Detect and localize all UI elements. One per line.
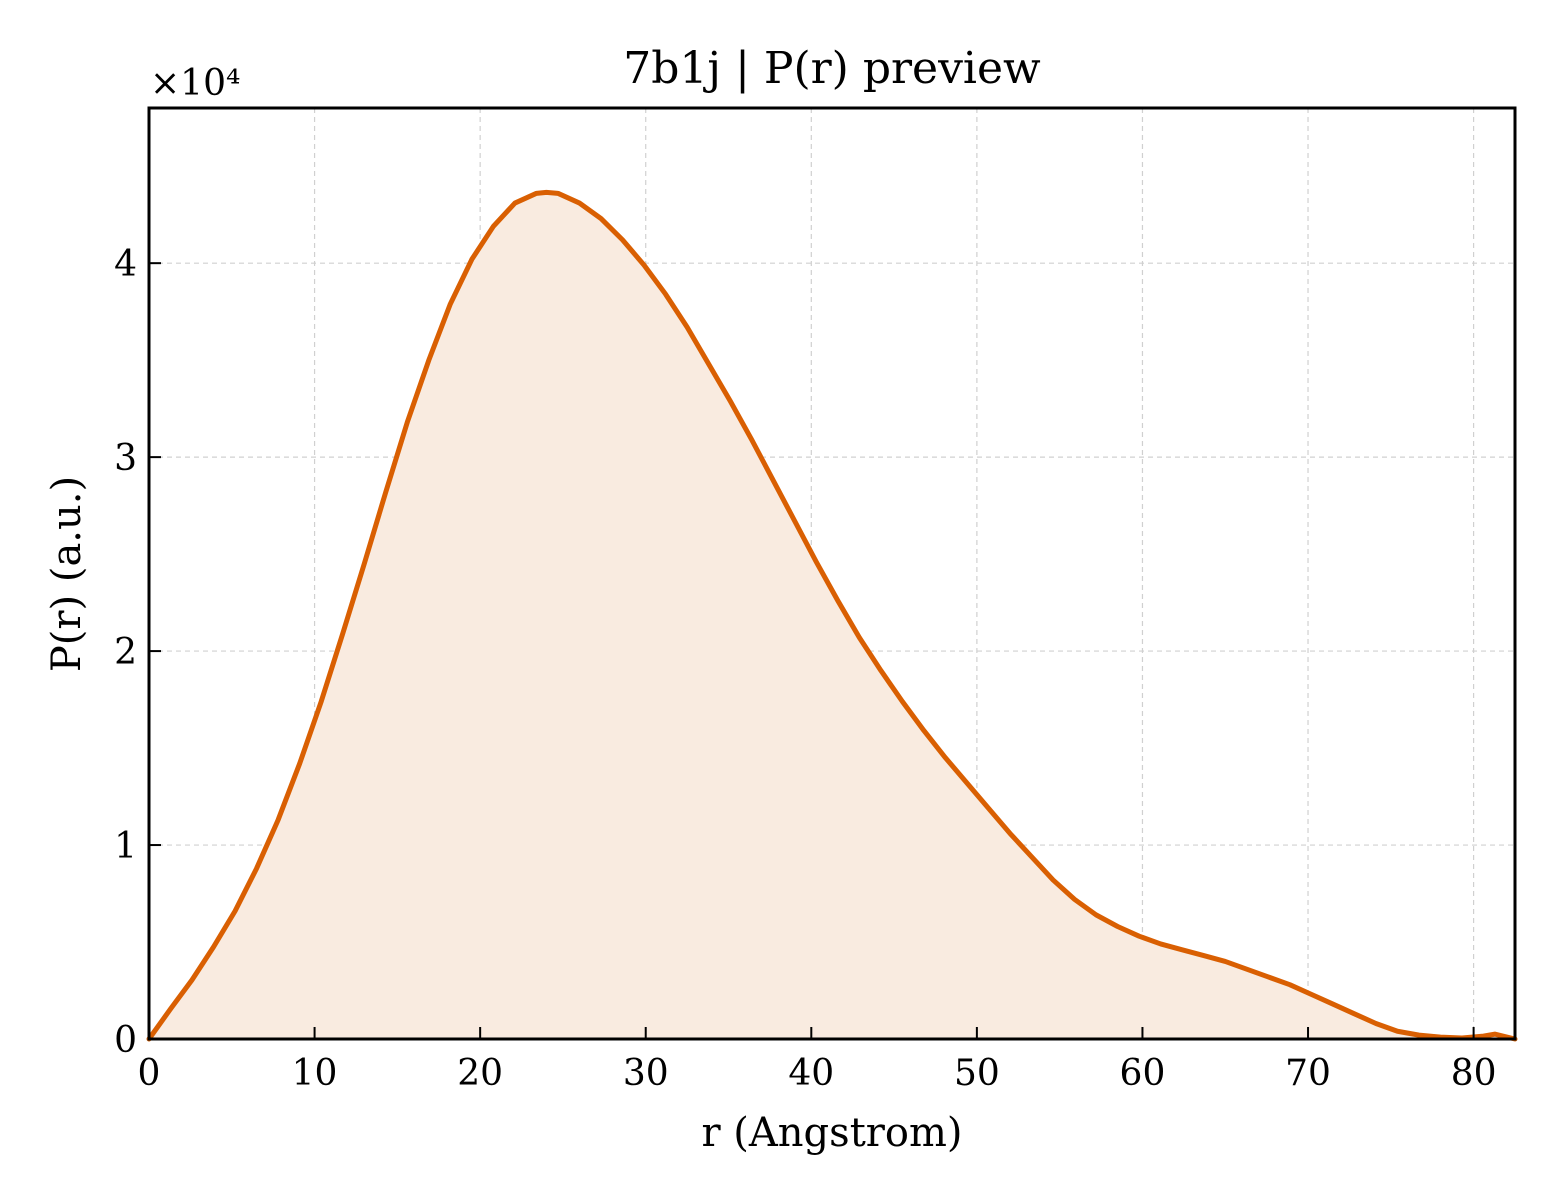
y-tick-label: 4 (114, 244, 137, 285)
x-tick-label: 40 (788, 1053, 834, 1094)
x-tick-label: 70 (1285, 1053, 1331, 1094)
y-axis-label: P(r) (a.u.) (44, 476, 90, 672)
x-tick-label: 0 (138, 1053, 161, 1094)
x-tick-label: 60 (1120, 1053, 1166, 1094)
x-tick-label: 30 (623, 1053, 669, 1094)
x-tick-label: 10 (292, 1053, 338, 1094)
x-tick-label: 80 (1451, 1053, 1497, 1094)
y-tick-label: 1 (114, 826, 137, 867)
y-tick-label: 0 (114, 1020, 137, 1061)
plot-frame (147, 106, 1517, 1041)
y-tick-label: 3 (114, 438, 137, 479)
x-tick-label: 20 (457, 1053, 503, 1094)
chart-title: 7b1j | P(r) preview (623, 43, 1041, 94)
x-axis-label: r (Angstrom) (701, 1110, 962, 1156)
ticks: 0 10 20 30 40 50 60 70 80 0 1 2 3 4 (114, 244, 1496, 1094)
x-tick-label: 50 (954, 1053, 1000, 1094)
pr-area-fill (149, 192, 1515, 1039)
y-axis-exponent: ×10⁴ (150, 63, 240, 104)
pr-series-line (146, 189, 1518, 1042)
y-tick-label: 2 (114, 632, 137, 673)
